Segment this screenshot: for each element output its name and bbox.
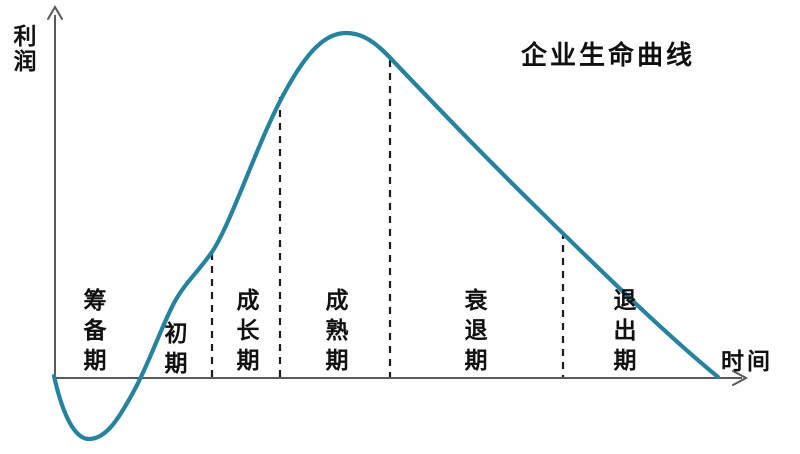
y-axis-label: 利润 <box>13 23 37 74</box>
chart-title: 企业生命曲线 <box>521 40 696 70</box>
arrow-up-icon <box>47 5 63 20</box>
phase-label-initial: 初期 <box>164 320 188 376</box>
lifecycle-curve <box>51 30 721 442</box>
phase-label-decline: 衰退期 <box>464 287 488 373</box>
arrow-right-icon <box>732 370 749 386</box>
phase-label-exit: 退出期 <box>613 287 637 373</box>
phase-label-maturity: 成熟期 <box>325 287 349 373</box>
phase-label-preparation: 筹备期 <box>83 287 107 373</box>
x-axis-label: 时间 <box>721 348 773 374</box>
phase-label-growth: 成长期 <box>236 287 260 373</box>
x-axis <box>54 370 749 386</box>
y-axis <box>47 5 63 378</box>
